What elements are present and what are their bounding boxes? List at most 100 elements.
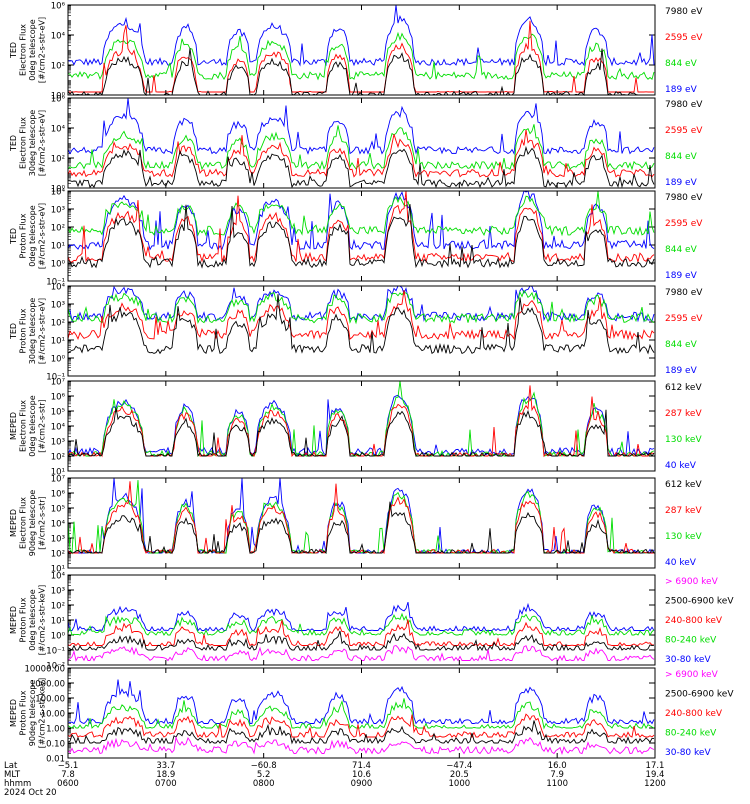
ytick-label: 10000.00 [24,665,65,675]
series-844-ev [67,190,655,237]
panel-6: 10¹ 10² 10³ 10⁴ 10⁵ 10⁶ 10⁷ MEPEDElectron Flux9… [9,475,702,575]
series--6900-kev [67,644,655,662]
legend-entry: 240-800 keV [665,709,723,719]
ytick-label: 10⁴ [51,572,66,582]
series-130-kev [67,480,655,555]
series-2595-ev [68,20,654,93]
legend-entry: 844 eV [665,152,698,162]
legend-entry: 2500-6900 keV [665,597,734,607]
xtick-label-time: 1000 [449,779,471,789]
series-612-kev [67,501,655,555]
ytick-label: 10⁶ [51,490,66,500]
xtick-label-lat: −60.8 [251,761,277,771]
legend-entry: 2595 eV [665,126,703,136]
ytick-label: 1.00 [46,725,65,735]
legend-entry: 844 eV [665,245,698,255]
series-7980-ev [67,204,655,269]
xtick-label-lat: 71.4 [352,761,371,771]
xtick-label-time: 0900 [351,779,373,789]
legend-entry: 7980 eV [665,288,703,298]
series-2595-ev [67,290,655,341]
ytick-label: 0.01 [46,755,65,765]
xtick-label-lat: −47.4 [446,761,472,771]
xtick-label-mlt: 19.4 [646,770,665,780]
series-30-80-kev [67,679,655,725]
series-844-ev [67,31,655,81]
series-189-ev [67,190,655,251]
y-axis-label: MEPEDElectron Flux90deg telescope[#/cm2-… [9,490,47,557]
ytick-label: 10⁶ [51,393,66,403]
xtick-label-time: 0800 [253,779,275,789]
series-189-ev [67,98,655,156]
legend-entry: 80-240 keV [665,729,717,739]
series-287-kev [67,481,654,555]
ytick-label: 10² [51,453,65,463]
ytick-label: 10³ [51,301,65,311]
ytick-label: 10¹ [51,617,65,627]
x-row-label: hhmm [4,779,31,789]
ytick-label: 10⁷ [51,475,66,485]
ytick-label: 10⁴ [51,188,66,198]
legend-entry: 844 eV [665,340,698,350]
legend-entry: 189 eV [665,271,698,281]
legend-entry: 30-80 keV [665,748,711,758]
legend-entry: 130 keV [665,532,702,542]
legend-entry: 2595 eV [665,314,703,324]
x-row-label: MLT [4,770,21,780]
ytick-label: 10⁰ [51,632,66,642]
ytick-label: 10² [51,602,65,612]
xtick-label-mlt: 18.9 [156,770,175,780]
y-axis-label: MEPEDProton Flux0deg telescope[#/cm2-s-s… [9,585,47,656]
series-80-240-kev [67,612,655,637]
legend-entry: 30-80 keV [665,655,711,665]
panel-5: 10¹ 10² 10³ 10⁴ 10⁵ 10⁶ 10⁷ MEPEDElectron Flux0… [9,378,702,478]
series-30-80-kev [67,601,655,632]
ytick-label: 10² [51,155,65,165]
ytick-label: 0.10 [46,740,65,750]
panel-frame [67,574,656,666]
xtick-label-lat: 16.0 [548,761,567,771]
legend-entry: 40 keV [665,558,697,568]
legend-entry: 189 eV [665,85,698,95]
legend-entry: > 6900 keV [665,670,719,680]
ytick-label: 10⁵ [51,505,65,515]
ytick-label: 10¹ [51,337,65,347]
series-130-kev [67,380,655,458]
panel-7: 10⁻² 10⁻¹ 10⁰ 10¹ 10² 10³ 10⁴ MEPEDProton Flux0… [9,572,734,672]
ytick-label: 10⁰ [51,260,66,270]
series-80-240-kev [67,698,655,730]
series-240-800-kev [67,713,655,739]
xtick-label-mlt: 7.9 [550,770,564,780]
panel-frame [67,477,656,569]
legend-entry: 240-800 keV [665,616,723,626]
legend-entry: 2595 eV [665,219,703,229]
y-axis-label: MEPEDProton Flux90deg telescope[#/cm2-s-… [9,678,47,749]
ytick-label: 10⁻² [46,662,65,672]
xtick-label-time: 1200 [644,779,666,789]
panel-8: 0.01 0.10 1.00 10.00 100.00 1000.00 10000.00 ME… [9,665,734,765]
legend-entry: 2595 eV [665,33,703,43]
series-2595-ev [67,190,655,264]
series-612-kev [67,407,655,457]
ytick-label: 10⁰ [51,185,66,195]
legend-entry: 7980 eV [665,100,703,110]
legend-entry: 287 keV [665,506,702,516]
ytick-label: 10⁰ [51,355,66,365]
series-844-ev [67,289,655,325]
legend-entry: 189 eV [665,366,698,376]
xtick-label-lat: 17.1 [646,761,665,771]
y-axis-label: TEDProton Flux30deg telescope[#/cm2-s-st… [9,298,47,365]
ytick-label: 10² [51,62,65,72]
panel-3: 10⁻¹ 10⁰ 10¹ 10² 10³ 10⁴ TEDProton Flux0deg te… [9,188,703,288]
ytick-label: 10⁴ [51,423,66,433]
xtick-label-mlt: 20.5 [450,770,469,780]
ytick-label: 10³ [51,438,65,448]
xtick-label-mlt: 7.8 [61,770,75,780]
legend-entry: 130 keV [665,435,702,445]
xtick-label-mlt: 10.6 [352,770,371,780]
date-label: 2024 Oct 20 [4,788,57,798]
xtick-label-mlt: 5.2 [257,770,271,780]
legend-entry: 612 keV [665,383,702,393]
